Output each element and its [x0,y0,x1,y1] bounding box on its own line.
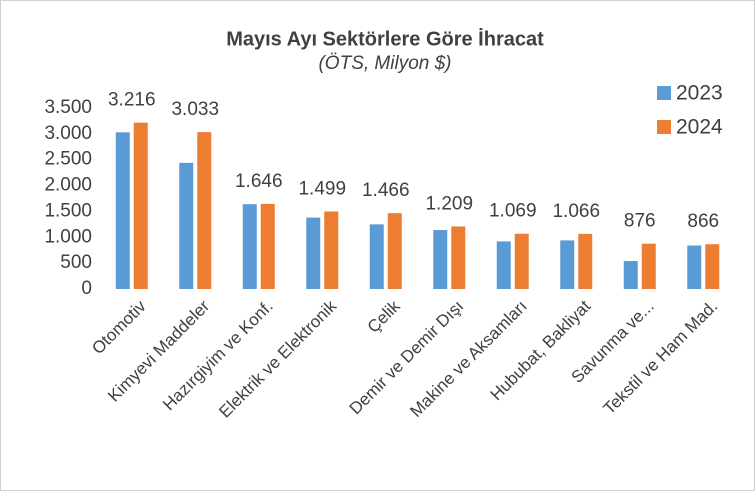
data-label: 1.069 [489,201,537,222]
bar [496,241,511,289]
y-tick-label: 2.000 [44,175,92,196]
data-label: 3.216 [108,90,156,111]
bar [451,226,466,289]
bar [242,204,257,289]
data-label: 1.066 [552,201,600,222]
bar [306,217,321,289]
bar [578,233,593,289]
bar [514,233,529,289]
legend-label: 2023 [676,82,723,105]
data-label: 1.499 [298,178,346,199]
bar [369,224,384,289]
bar [133,122,148,289]
legend-label: 2024 [676,116,723,139]
bar [179,162,194,289]
data-label: 1.646 [235,171,283,192]
bar [560,240,575,289]
bar [197,132,212,289]
bar [705,244,720,289]
bar [260,203,275,289]
y-tick-label: 2.500 [44,149,92,170]
y-tick-label: 1.500 [44,200,92,221]
y-tick-label: 0 [81,278,92,299]
data-label: 866 [687,211,719,232]
data-label: 876 [624,211,656,232]
chart-subtitle: (ÖTS, Milyon $) [318,53,451,74]
y-tick-label: 1.000 [44,226,92,247]
legend-swatch [657,86,671,100]
y-tick-label: 3.500 [44,97,92,118]
bar [115,132,130,289]
y-tick-label: 500 [60,252,92,273]
bar [641,243,656,289]
y-tick-label: 3.000 [44,123,92,144]
data-label: 1.466 [362,180,410,201]
bar [687,245,702,289]
bar [623,261,638,289]
chart-title: Mayıs Ayı Sektörlere Göre İhracat [226,27,544,50]
data-label: 3.033 [171,99,219,120]
bar [433,230,448,289]
bar [324,211,339,289]
legend-swatch [657,120,671,134]
bar [387,213,402,289]
data-label: 1.209 [425,193,473,214]
